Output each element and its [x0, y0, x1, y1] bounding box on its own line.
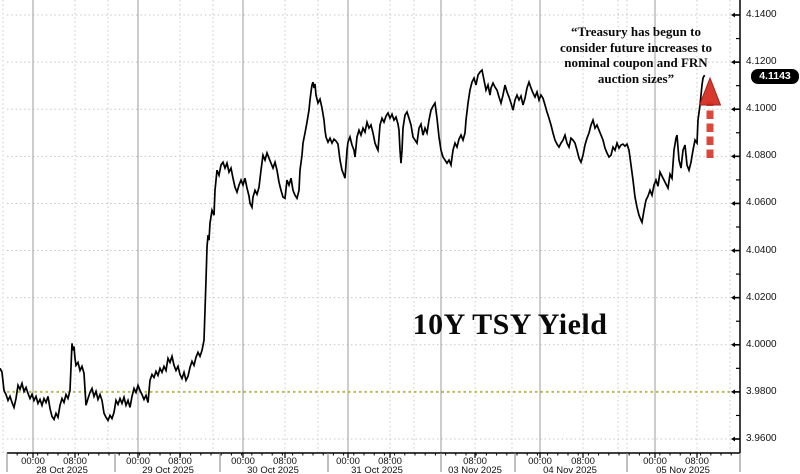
x-axis-date-label: 30 Oct 2025: [247, 465, 299, 474]
y-tick-arrow: [731, 153, 735, 159]
y-axis-label: 4.0800: [746, 150, 777, 162]
x-axis-time-label: 08:00: [463, 456, 487, 467]
y-axis-label: 4.1000: [746, 103, 777, 115]
x-axis-time-label: 00:00: [643, 456, 667, 467]
x-axis-time-label: 08:00: [273, 456, 297, 467]
x-axis-time-label: 00:00: [528, 456, 552, 467]
x-axis-date-label: 29 Oct 2025: [142, 465, 194, 474]
y-axis-label: 4.0200: [746, 291, 777, 303]
price-line: [0, 68, 706, 423]
up-arrow-head: [698, 76, 722, 106]
y-axis-label: 3.9800: [746, 385, 777, 397]
y-axis-label: 4.1200: [746, 56, 777, 68]
y-axis-label: 4.0600: [746, 197, 777, 209]
y-tick-arrow: [731, 389, 735, 395]
annotation-text: “Treasury has begun to consider future i…: [536, 24, 736, 86]
y-axis-label: 3.9600: [746, 433, 777, 444]
x-axis-time-label: 08:00: [63, 456, 87, 467]
x-axis-time-label: 00:00: [126, 456, 150, 467]
y-tick-arrow: [731, 12, 735, 18]
y-tick-arrow: [731, 295, 735, 301]
y-axis-label: 4.0000: [746, 338, 777, 350]
x-axis-time-label: 00:00: [336, 456, 360, 467]
x-axis-time-label: 00:00: [231, 456, 255, 467]
x-axis-date-label: 03 Nov 2025: [448, 465, 502, 474]
x-axis-time-label: 00:00: [21, 456, 45, 467]
annotation-line: consider future increases to: [559, 39, 712, 55]
x-axis-date-label: 31 Oct 2025: [351, 465, 403, 474]
y-tick-arrow: [731, 106, 735, 112]
x-axis-time-label: 08:00: [168, 456, 192, 467]
last-price-badge: 4.1143: [751, 69, 799, 84]
y-tick-arrow: [731, 436, 735, 442]
annotation-line: “Treasury has begun to: [571, 24, 701, 39]
y-tick-arrow: [731, 59, 735, 65]
annotation-line: auction sizes”: [597, 70, 675, 86]
y-axis-label: 4.1400: [746, 9, 777, 20]
x-axis-time-label: 08:00: [685, 456, 709, 467]
x-axis-date-label: 04 Nov 2025: [543, 465, 597, 474]
y-axis-label: 4.0400: [746, 244, 777, 256]
chart-title: 10Y TSY Yield: [412, 308, 608, 341]
x-axis-date-label: 28 Oct 2025: [36, 465, 88, 474]
x-axis-time-label: 08:00: [378, 456, 402, 467]
y-tick-arrow: [731, 342, 735, 348]
y-tick-arrow: [731, 248, 735, 253]
y-tick-arrow: [731, 201, 735, 206]
annotation-line: nominal coupon and FRN: [564, 55, 708, 70]
x-axis-time-label: 08:00: [571, 456, 595, 467]
x-axis-date-label: 05 Nov 2025: [656, 465, 710, 474]
